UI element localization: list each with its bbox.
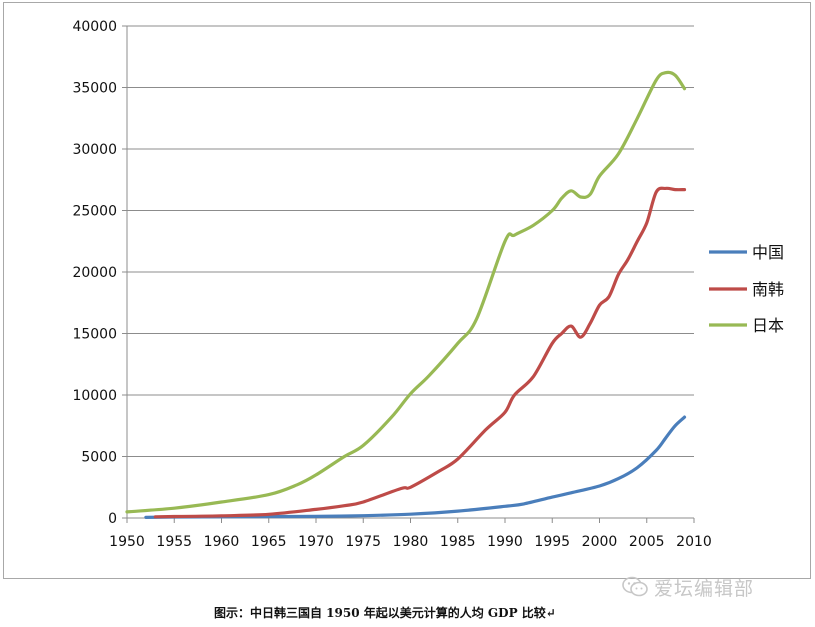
x-tick-label: 1965 [251, 534, 287, 550]
x-tick-label: 1995 [534, 534, 570, 550]
watermark: 爱坛编辑部 [622, 574, 754, 600]
x-tick-label: 1960 [204, 534, 240, 550]
x-tick-label: 1950 [109, 534, 145, 550]
y-tick-label: 25000 [72, 204, 117, 220]
x-tick-label: 2005 [629, 534, 665, 550]
chart-frame [3, 2, 811, 579]
x-tick-labels: 1950 1955 1960 1965 1970 1975 1980 1985 1990 1995… [109, 534, 712, 550]
y-tick-label: 35000 [72, 81, 117, 97]
chart-caption: 图示：中日韩三国自 1950 年起以美元计算的人均 GDP 比较↵ [214, 606, 556, 620]
y-tick-label: 15000 [72, 327, 117, 343]
y-tick-label: 0 [108, 511, 117, 527]
x-tick-label: 1990 [487, 534, 523, 550]
x-tick-label: 2010 [676, 534, 712, 550]
y-tick-label: 40000 [72, 19, 117, 35]
y-tick-labels: 0 5000 10000 15000 20000 25000 30000 35000 40000 [72, 19, 117, 527]
series-lines [125, 70, 687, 519]
wechat-icon [622, 576, 648, 597]
y-tick-label: 30000 [72, 142, 117, 158]
gridlines [127, 25, 694, 457]
x-tick-label: 1985 [440, 534, 476, 550]
series-line-1 [153, 186, 687, 519]
legend-label: 南韩 [752, 280, 784, 299]
x-tick-label: 1955 [156, 534, 192, 550]
series-line-0 [144, 415, 687, 519]
y-tick-label: 10000 [72, 388, 117, 404]
watermark-text: 爱坛编辑部 [654, 577, 755, 600]
x-tick-label: 1970 [298, 534, 334, 550]
axes [122, 25, 695, 523]
x-tick-label: 1980 [393, 534, 429, 550]
series-line-2 [125, 70, 687, 514]
y-tick-label: 20000 [72, 265, 117, 281]
legend-label: 日本 [752, 316, 784, 335]
x-tick-label: 1975 [345, 534, 381, 550]
y-tick-label: 5000 [81, 450, 117, 466]
x-tick-label: 2000 [582, 534, 618, 550]
gdp-line-chart: 0 5000 10000 15000 20000 25000 30000 35000 40000… [72, 19, 784, 550]
legend-label: 中国 [752, 243, 784, 262]
